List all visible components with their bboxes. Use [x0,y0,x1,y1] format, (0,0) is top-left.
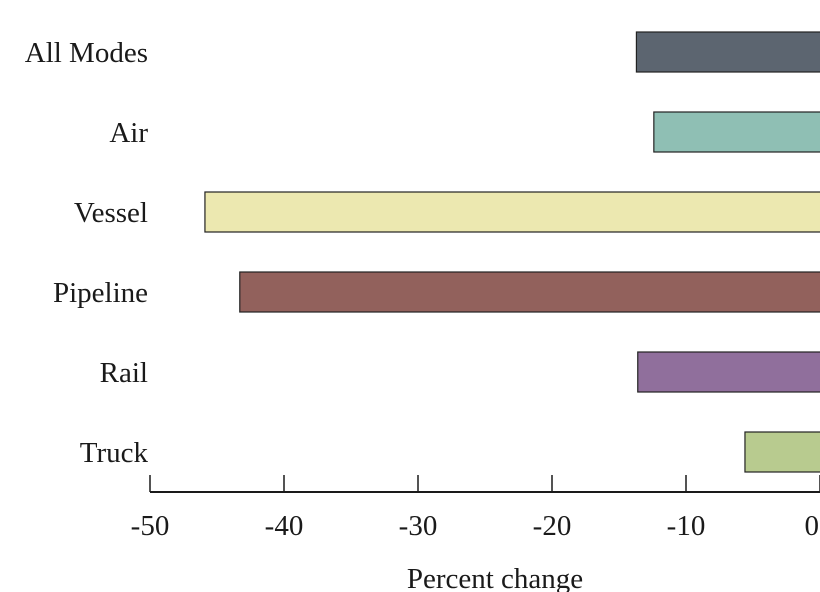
bar-vessel [204,191,820,233]
x-tick-label: -50 [131,510,170,542]
bar-all-modes [635,31,820,73]
category-label-air: Air [109,117,148,149]
category-labels: All Modes Air Vessel Pipeline Rail Truck [25,37,149,469]
bars-group [204,31,820,473]
category-label-vessel: Vessel [74,197,148,229]
category-label-pipeline: Pipeline [53,277,148,309]
category-label-truck: Truck [80,437,149,469]
category-label-rail: Rail [100,357,148,389]
x-tick-label: -10 [667,510,706,542]
bar-pipeline [239,271,820,313]
x-tick-label: 0 [805,510,820,542]
x-axis-title: Percent change [407,563,583,592]
bar-air [653,111,820,153]
x-tick-label: -40 [265,510,304,542]
bar-rail [637,351,820,393]
bar-truck [744,431,820,473]
x-tick-label: -20 [533,510,572,542]
x-tick-label: -30 [399,510,438,542]
category-label-all-modes: All Modes [25,37,148,69]
x-axis: -50 -40 -30 -20 -10 0 [131,475,820,542]
